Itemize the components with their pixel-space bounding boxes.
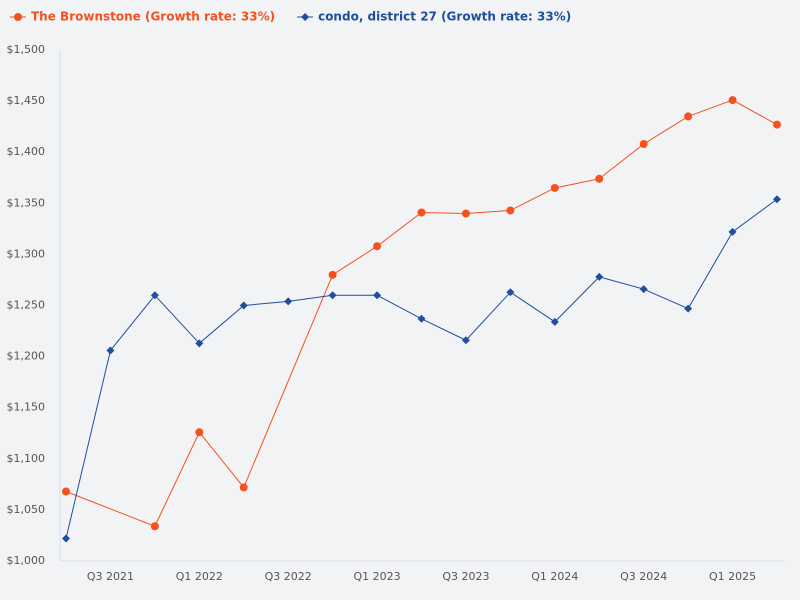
y-tick-label: $1,250: [7, 299, 46, 312]
x-tick-label: Q1 2023: [353, 570, 400, 583]
y-tick-label: $1,200: [7, 350, 46, 363]
line-segment: [510, 291, 556, 323]
data-point: [506, 288, 515, 297]
line-segment: [643, 116, 689, 145]
data-point: [595, 272, 604, 281]
line-segment: [243, 300, 289, 306]
data-point: [550, 183, 559, 192]
line-segment: [65, 491, 156, 527]
y-tick-label: $1,300: [7, 247, 46, 260]
legend-label: condo, district 27 (Growth rate: 33%): [318, 10, 571, 24]
line-segment: [643, 288, 689, 310]
x-tick-label: Q1 2025: [709, 570, 756, 583]
data-point: [595, 174, 604, 183]
data-point: [461, 209, 470, 218]
line-segment: [554, 276, 600, 323]
data-point: [684, 112, 693, 121]
line-segment: [687, 231, 733, 309]
line-segment: [554, 178, 600, 189]
line-segment: [510, 187, 556, 211]
line-segment: [332, 245, 378, 276]
data-point: [506, 206, 515, 215]
line-segment: [376, 294, 422, 320]
y-tick-label: $1,400: [7, 145, 46, 158]
x-tick-label: Q3 2022: [265, 570, 312, 583]
data-point: [328, 291, 337, 300]
data-point: [461, 336, 470, 345]
line-segment: [65, 350, 111, 539]
data-point: [284, 297, 293, 306]
line-segment: [288, 294, 333, 302]
y-tick-label: $1,450: [7, 94, 46, 107]
legend-item: condo, district 27 (Growth rate: 33%): [297, 10, 571, 24]
data-point: [417, 208, 426, 217]
data-point: [373, 242, 382, 251]
line-segment: [598, 143, 644, 180]
data-point: [195, 428, 204, 437]
line-segment: [198, 431, 245, 488]
line-segment: [687, 99, 733, 117]
data-point: [639, 285, 648, 294]
y-tick-label: $1,150: [7, 401, 46, 414]
x-tick-label: Q3 2023: [442, 570, 489, 583]
line-segment: [421, 318, 467, 341]
data-point: [106, 346, 115, 355]
y-tick-label: $1,000: [7, 554, 46, 567]
line-segment: [243, 274, 334, 488]
data-point: [728, 96, 737, 105]
legend-label: The Brownstone (Growth rate: 33%): [31, 10, 275, 24]
data-point: [328, 270, 337, 279]
x-tick-label: Q3 2021: [87, 570, 134, 583]
legend-item: The Brownstone (Growth rate: 33%): [10, 10, 275, 24]
data-point: [239, 301, 248, 310]
data-point: [773, 195, 781, 204]
line-segment: [198, 305, 245, 344]
line-segment: [599, 276, 644, 290]
line-segment: [421, 211, 466, 215]
data-point: [150, 291, 159, 300]
line-segment: [110, 294, 156, 351]
x-tick-label: Q1 2022: [176, 570, 223, 583]
data-point: [62, 534, 70, 543]
y-tick-label: $1,050: [7, 503, 46, 516]
data-point: [301, 13, 310, 21]
line-segment: [154, 432, 200, 527]
data-point: [417, 314, 426, 323]
line-segment: [465, 291, 511, 341]
data-point: [62, 487, 70, 496]
data-point: [550, 317, 559, 326]
data-point: [239, 483, 248, 492]
data-point: [195, 339, 204, 348]
y-tick-label: $1,100: [7, 452, 46, 465]
line-segment: [465, 209, 511, 215]
plot-background: [60, 50, 785, 561]
y-tick-label: $1,500: [7, 43, 46, 56]
line-segment: [732, 99, 778, 126]
data-point: [639, 140, 648, 149]
data-point: [150, 522, 159, 531]
data-point: [373, 291, 382, 300]
data-point: [684, 304, 693, 313]
line-segment: [732, 198, 778, 233]
data-point: [773, 120, 781, 129]
series: [62, 96, 781, 531]
x-tick-label: Q1 2024: [531, 570, 578, 583]
data-point: [728, 227, 737, 236]
series: [62, 195, 781, 543]
y-tick-label: $1,350: [7, 196, 46, 209]
x-tick-label: Q3 2024: [620, 570, 667, 583]
line-segment: [376, 212, 422, 247]
data-point: [14, 13, 22, 21]
line-segment: [154, 294, 200, 344]
